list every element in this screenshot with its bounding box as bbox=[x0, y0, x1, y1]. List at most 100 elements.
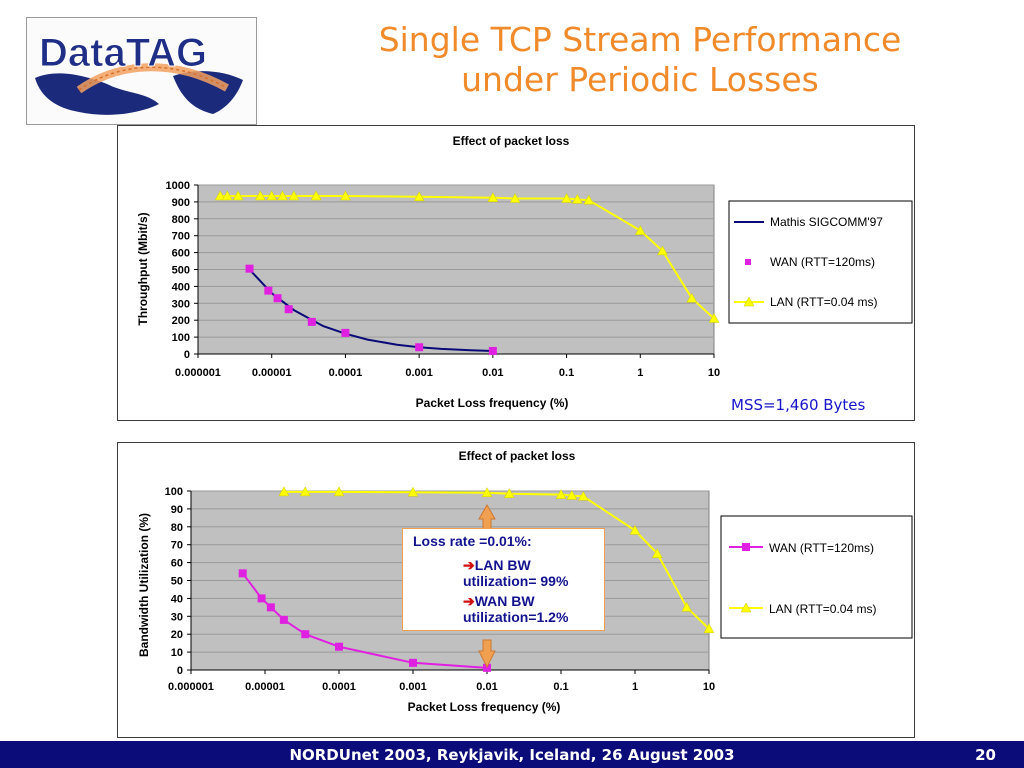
y-axis-label: Bandwidth Utilization (%) bbox=[137, 513, 151, 657]
x-tick-label: 0.1 bbox=[553, 681, 568, 693]
data-point-wan-rtt-120ms bbox=[341, 328, 350, 337]
x-axis-label: Packet Loss frequency (%) bbox=[408, 700, 561, 714]
data-point-lan-rtt-0-04-ms bbox=[333, 486, 345, 497]
x-tick-labels: 0.000001 0.00001 0.0001 0.001 0.01 0.1 1 10 bbox=[168, 681, 715, 693]
y-tick-label: 500 bbox=[172, 265, 190, 277]
data-point-wan-rtt-120ms bbox=[273, 294, 282, 303]
legend-entry-wan: WAN (RTT=120ms) bbox=[729, 541, 874, 555]
legend-swatch bbox=[745, 259, 751, 265]
data-point-wan-rtt-120ms bbox=[279, 615, 288, 624]
y-tick-label: 400 bbox=[172, 281, 190, 293]
slide-title: Single TCP Stream Performance under Peri… bbox=[300, 20, 980, 100]
data-point-wan-rtt-120ms bbox=[488, 346, 497, 355]
legend-label-mathis: Mathis SIGCOMM'97 bbox=[770, 215, 883, 229]
data-point-lan-rtt-0-04-ms bbox=[566, 489, 578, 500]
x-tick-label: 0.00001 bbox=[252, 367, 292, 379]
y-tick-label: 700 bbox=[172, 231, 190, 243]
x-tick-label: 0.01 bbox=[476, 681, 497, 693]
data-point-wan-rtt-120ms bbox=[409, 658, 417, 667]
logo-text: DataTAG bbox=[39, 31, 207, 75]
x-tick-label: 0.00001 bbox=[245, 681, 285, 693]
y-tick-label: 70 bbox=[171, 540, 183, 552]
data-point-wan-rtt-120ms bbox=[415, 343, 424, 352]
data-point-lan-rtt-0-04-ms bbox=[254, 190, 266, 201]
europe-map-shape bbox=[173, 71, 243, 114]
x-axis-label: Packet Loss frequency (%) bbox=[416, 396, 569, 410]
y-tick-label: 20 bbox=[171, 629, 183, 641]
x-tick-label: 0.0001 bbox=[329, 367, 363, 379]
callout-wan-line2: utilization=1.2% bbox=[463, 609, 569, 625]
y-tick-label: 50 bbox=[171, 576, 183, 588]
data-point-lan-rtt-0-04-ms bbox=[509, 193, 521, 203]
x-tick-label: 1 bbox=[632, 681, 638, 693]
data-point-lan-rtt-0-04-ms bbox=[299, 486, 311, 497]
y-tick-label: 800 bbox=[172, 214, 190, 226]
data-point-lan-rtt-0-04-ms bbox=[310, 190, 322, 201]
data-point-wan-rtt-120ms bbox=[266, 603, 275, 612]
y-tick-label: 900 bbox=[172, 197, 190, 209]
x-tick-label: 10 bbox=[708, 367, 720, 379]
mss-note: MSS=1,460 Bytes bbox=[731, 396, 866, 414]
y-tick-label: 200 bbox=[172, 315, 190, 327]
legend-box bbox=[720, 515, 913, 639]
y-tick-label: 80 bbox=[171, 522, 183, 534]
legend-marker bbox=[742, 543, 750, 551]
y-axis-label: Throughput (Mbit/s) bbox=[136, 212, 150, 325]
y-tick-label: 90 bbox=[171, 504, 183, 516]
callout-title: Loss rate =0.01%: bbox=[413, 533, 532, 549]
callout-wan-note: ➔WAN BW utilization=1.2% bbox=[463, 593, 568, 625]
footer-bar: NORDUnet 2003, Reykjavik, Iceland, 26 Au… bbox=[0, 741, 1024, 768]
y-tick-label: 100 bbox=[172, 332, 190, 344]
data-point-wan-rtt-120ms bbox=[238, 569, 247, 578]
data-point-lan-rtt-0-04-ms bbox=[481, 487, 493, 498]
x-tick-label: 0.000001 bbox=[175, 367, 221, 379]
legend-marker bbox=[740, 602, 752, 613]
callout-lan-line2: utilization= 99% bbox=[463, 573, 569, 589]
x-tick-label: 0.001 bbox=[405, 367, 433, 379]
data-point-lan-rtt-0-04-ms bbox=[340, 190, 351, 201]
x-tick-label: 0.001 bbox=[399, 681, 427, 693]
data-point-lan-rtt-0-04-ms bbox=[629, 524, 641, 535]
link-arc bbox=[76, 63, 229, 94]
data-point-lan-rtt-0-04-ms bbox=[577, 490, 589, 501]
data-point-lan-rtt-0-04-ms bbox=[278, 486, 290, 497]
legend-label-lan: LAN (RTT=0.04 ms) bbox=[770, 295, 877, 309]
slide-title-line2: under Periodic Losses bbox=[461, 60, 819, 99]
data-point-lan-rtt-0-04-ms bbox=[232, 190, 244, 201]
legend-entry-wan: WAN (RTT=120ms) bbox=[745, 255, 875, 269]
data-point-lan-rtt-0-04-ms bbox=[651, 548, 663, 558]
throughput-chart-panel: Effect of packet loss 0 100 200 300 400 500 60… bbox=[117, 125, 915, 421]
callout-lan-line1: LAN BW bbox=[474, 557, 531, 573]
y-tick-label: 0 bbox=[177, 665, 183, 677]
series-line-mathis-sigcomm-97 bbox=[248, 268, 493, 352]
legend-entry-mathis: Mathis SIGCOMM'97 bbox=[734, 215, 883, 229]
y-tick-label: 10 bbox=[171, 647, 183, 659]
chart-title: Effect of packet loss bbox=[453, 134, 570, 148]
x-tick-label: 10 bbox=[703, 681, 715, 693]
data-point-lan-rtt-0-04-ms bbox=[503, 488, 515, 498]
y-tick-label: 100 bbox=[165, 486, 183, 498]
series-layer bbox=[214, 190, 720, 355]
data-point-wan-rtt-120ms bbox=[257, 594, 266, 603]
slide-title-line1: Single TCP Stream Performance bbox=[378, 20, 902, 59]
data-point-lan-rtt-0-04-ms bbox=[555, 489, 567, 499]
x-tick-label: 0.0001 bbox=[322, 681, 356, 693]
legend-label-lan: LAN (RTT=0.04 ms) bbox=[769, 602, 876, 616]
data-point-lan-rtt-0-04-ms bbox=[214, 190, 226, 201]
y-tick-label: 40 bbox=[171, 593, 183, 605]
x-tick-label: 0.1 bbox=[559, 367, 574, 379]
gridlines bbox=[194, 184, 715, 358]
data-point-wan-rtt-120ms bbox=[301, 630, 310, 639]
legend-marker bbox=[743, 296, 755, 307]
y-tick-label: 600 bbox=[172, 248, 190, 260]
y-tick-label: 30 bbox=[171, 611, 183, 623]
y-tick-label: 300 bbox=[172, 298, 190, 310]
data-point-lan-rtt-0-04-ms bbox=[288, 190, 300, 201]
data-point-lan-rtt-0-04-ms bbox=[571, 193, 583, 204]
legend-label-wan: WAN (RTT=120ms) bbox=[770, 255, 875, 269]
data-point-lan-rtt-0-04-ms bbox=[407, 486, 419, 497]
america-map-shape bbox=[35, 73, 159, 115]
data-point-lan-rtt-0-04-ms bbox=[708, 312, 720, 323]
datatag-logo: DataTAG bbox=[26, 17, 257, 125]
down-arrow-icon bbox=[478, 639, 496, 669]
